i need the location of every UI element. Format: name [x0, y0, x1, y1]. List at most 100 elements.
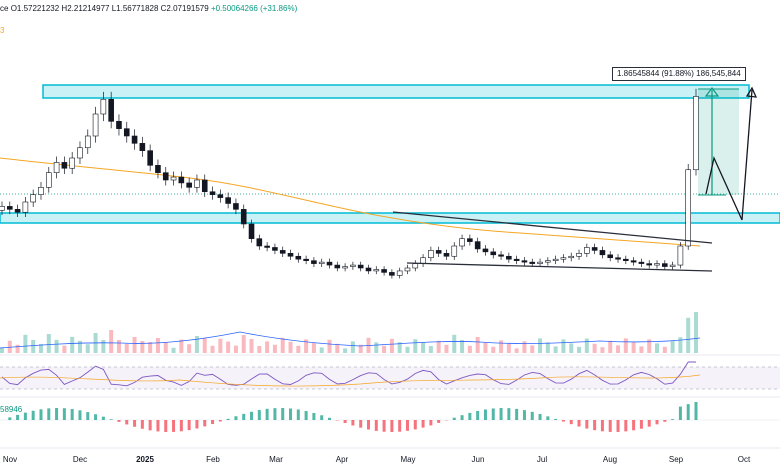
volume-bar — [397, 342, 402, 353]
macd-bar — [109, 419, 113, 420]
volume-bar — [31, 340, 36, 353]
candle-body — [264, 245, 270, 248]
volume-bar — [592, 343, 597, 353]
candle-body — [256, 238, 263, 247]
candle-body — [318, 261, 325, 264]
candle-body — [155, 165, 161, 173]
candle-body — [435, 250, 442, 254]
macd-bar — [632, 420, 636, 431]
macd-bar — [624, 420, 628, 432]
candle-body — [131, 135, 138, 144]
volume-bar — [483, 342, 488, 353]
measure-label: 1.86545844 (91.88%) 186,545,844 — [612, 67, 746, 81]
candle-body — [537, 261, 543, 264]
macd-bar — [351, 420, 355, 426]
volume-bar — [616, 345, 621, 353]
candles — [0, 88, 699, 279]
macd-bar — [211, 420, 215, 425]
candle-body — [84, 135, 91, 149]
volume-bar — [218, 338, 223, 353]
macd-bar — [203, 420, 207, 427]
candle-body — [272, 247, 278, 251]
volume-bar — [116, 340, 121, 353]
candle-body — [693, 96, 699, 171]
volume-bar — [491, 346, 496, 353]
candle-body — [654, 263, 660, 266]
projection-path — [705, 89, 753, 221]
volume-bar — [46, 334, 51, 353]
volume-bar — [631, 342, 636, 353]
macd-bar — [429, 420, 433, 426]
candle-body — [186, 182, 192, 188]
x-tick-label: Sep — [669, 455, 684, 464]
macd-bar — [320, 415, 324, 420]
wedge-top-line — [392, 211, 713, 244]
candle-body — [311, 260, 317, 264]
volume-bar — [506, 343, 511, 353]
candle-body — [529, 261, 536, 264]
candle-body — [482, 248, 489, 253]
candle-body — [646, 263, 653, 266]
macd-bar — [125, 420, 129, 425]
candle-body — [630, 260, 637, 263]
macd-bar — [281, 408, 285, 420]
macd-bar — [304, 411, 308, 420]
candle-body — [30, 194, 36, 203]
macd-bar — [39, 409, 43, 420]
projection-arrow-head — [745, 86, 758, 98]
volume-bar — [241, 335, 246, 353]
volume-bar — [148, 342, 153, 353]
candle-body — [638, 261, 645, 264]
volume-bars — [0, 312, 698, 353]
x-tick-label: May — [400, 455, 415, 464]
macd-bar — [569, 420, 573, 425]
candle-body — [194, 179, 200, 188]
volume-bar — [538, 338, 543, 353]
macd-bar — [359, 420, 363, 428]
candle-body — [552, 258, 559, 261]
candle-body — [568, 255, 575, 259]
volume-bar — [382, 345, 387, 353]
macd-bar — [140, 420, 144, 429]
volume-bar — [124, 344, 129, 353]
candle-body — [381, 269, 387, 273]
macd-bar — [366, 420, 370, 430]
macd-bar — [405, 420, 409, 431]
candle-body — [147, 150, 153, 166]
macd-bar — [187, 420, 191, 431]
x-tick-label: Apr — [336, 455, 349, 464]
macd-bar — [117, 420, 121, 422]
close-value: C2.07191579 — [160, 4, 209, 13]
candle-body — [591, 247, 598, 251]
high-value: H2.21214977 — [61, 4, 110, 13]
macd-bar — [101, 416, 105, 420]
candle-body — [287, 253, 294, 257]
macd-bar — [593, 420, 597, 431]
rsi-ma-line — [0, 374, 701, 387]
volume-bar — [530, 345, 535, 353]
candle-body — [662, 263, 668, 267]
macd-bar — [390, 420, 394, 432]
candle-body — [584, 247, 590, 254]
macd-bar — [250, 411, 254, 420]
macd-bar — [460, 415, 464, 420]
macd-bar — [476, 410, 480, 420]
measure-arrow-head — [704, 87, 720, 97]
macd-bar — [234, 416, 238, 420]
candle-body — [357, 264, 364, 269]
macd-bar — [242, 413, 246, 420]
macd-bar — [343, 420, 347, 424]
macd-bar — [515, 408, 519, 420]
macd-bar — [655, 420, 659, 425]
macd-bar — [47, 408, 51, 420]
volume-bar — [233, 345, 238, 353]
volume-bar — [335, 343, 340, 353]
volume-bar — [171, 347, 176, 353]
macd-bar — [265, 408, 269, 420]
macd-value-label: 58946 — [0, 405, 23, 414]
volume-bar — [109, 330, 114, 353]
volume-bar — [85, 344, 90, 353]
volume-bar — [475, 337, 480, 353]
x-axis: Nov Dec 2025 Feb Mar Apr May Jun Jul Aug Sep Oct — [3, 455, 751, 464]
